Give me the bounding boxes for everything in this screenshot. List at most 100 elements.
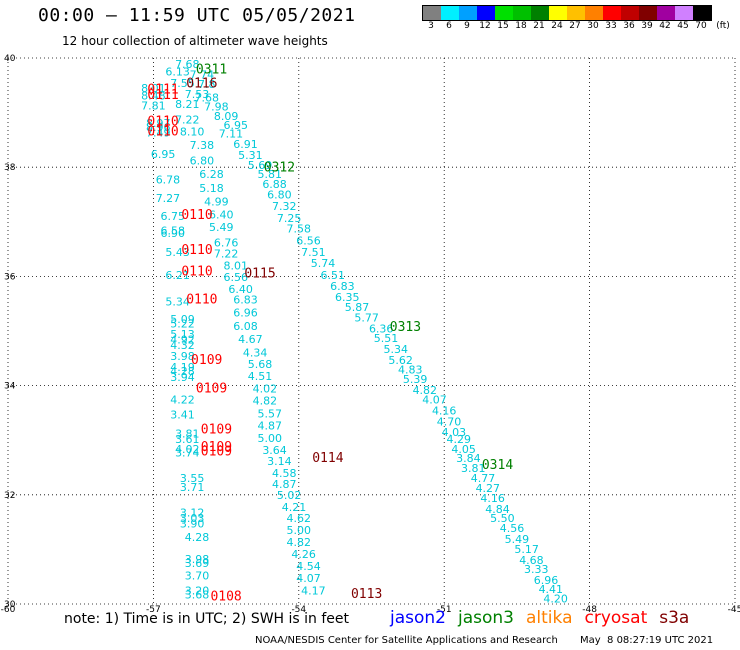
color-level-label: 21 bbox=[533, 21, 545, 31]
wave-height-value: 6.28 bbox=[199, 168, 224, 181]
y-tick-label: 32 bbox=[4, 491, 15, 501]
wave-height-value: 5.49 bbox=[209, 221, 234, 234]
wave-height-value: 4.87 bbox=[257, 419, 282, 432]
color-swatch bbox=[585, 6, 603, 20]
pass-label: 0110 bbox=[181, 264, 212, 279]
color-scale-labels: 3 6 9 12 15 18 21 24 27 30 33 36 39 42 45 70 (ft) bbox=[422, 21, 736, 31]
wave-height-value: 8.01 bbox=[141, 82, 166, 95]
wave-height-value: 4.02 bbox=[175, 443, 200, 456]
wave-height-value: 6.96 bbox=[233, 306, 258, 319]
pass-label: 0115 bbox=[244, 266, 275, 281]
x-tick-label: -57 bbox=[146, 605, 161, 615]
wave-height-value: 5.22 bbox=[170, 318, 195, 331]
wave-height-value: 7.22 bbox=[214, 247, 239, 260]
color-swatch bbox=[513, 6, 531, 20]
wave-height-value: 6.75 bbox=[161, 210, 186, 223]
wave-height-value: 4.22 bbox=[170, 394, 195, 407]
wave-height-value: 8.01 bbox=[224, 259, 249, 272]
wave-height-value: 6.56 bbox=[224, 271, 249, 284]
pass-label: 0110 bbox=[147, 125, 178, 140]
color-level-label: 27 bbox=[569, 21, 581, 31]
wave-height-value: 3.33 bbox=[524, 563, 549, 576]
x-tick-label: -54 bbox=[291, 605, 306, 615]
pass-label: 0109 bbox=[191, 353, 222, 368]
wave-height-value: 5.43 bbox=[165, 246, 190, 259]
color-level-label: 6 bbox=[446, 21, 452, 31]
wave-height-value: 6.95 bbox=[151, 148, 176, 161]
color-level-label: 24 bbox=[551, 21, 563, 31]
wave-height-value: 6.96 bbox=[534, 574, 559, 587]
color-swatch bbox=[477, 6, 495, 20]
chart-title: 00:00 — 11:59 UTC 05/05/2021 bbox=[38, 5, 356, 26]
pass-label: 0108 bbox=[210, 590, 241, 605]
wave-height-value: 4.19 bbox=[170, 361, 195, 374]
wave-height-value: 7.22 bbox=[175, 114, 200, 127]
wave-height-value: 6.21 bbox=[165, 269, 190, 282]
wave-height-value: 3.81 bbox=[461, 462, 486, 475]
wave-height-value: 4.62 bbox=[287, 512, 312, 525]
wave-height-value: 5.00 bbox=[257, 432, 282, 445]
wave-height-value: 5.34 bbox=[383, 343, 408, 356]
wave-height-value: 5.13 bbox=[170, 328, 195, 341]
wave-height-value: 3.98 bbox=[170, 350, 195, 363]
pass-label: 0110 bbox=[181, 208, 212, 223]
wave-height-value: 4.17 bbox=[301, 585, 326, 598]
wave-height-value: 4.54 bbox=[296, 560, 321, 573]
wave-height-value: 4.07 bbox=[296, 572, 321, 585]
color-level-label: 12 bbox=[479, 21, 491, 31]
wave-height-value: 7.11 bbox=[219, 128, 244, 141]
wave-height-value: 3.03 bbox=[180, 512, 205, 525]
pass-label: 0114 bbox=[312, 451, 343, 466]
wave-height-value: 8.21 bbox=[175, 98, 200, 111]
wave-height-value: 5.74 bbox=[311, 257, 336, 270]
wave-height-value: 4.27 bbox=[476, 482, 501, 495]
wave-height-value: 4.20 bbox=[543, 592, 568, 605]
wave-height-values: 7.686.13 7.747.55 7.88.018.48 7.537.687.81 8… bbox=[141, 58, 568, 606]
wave-height-value: 5.87 bbox=[345, 301, 370, 314]
wave-height-value: 7.51 bbox=[301, 246, 326, 259]
wave-height-value: 5.02 bbox=[277, 489, 302, 502]
wave-height-value: 6.78 bbox=[156, 174, 181, 187]
wave-height-value: 4.68 bbox=[519, 554, 544, 567]
wave-height-value: 4.07 bbox=[422, 394, 447, 407]
wave-height-value: 4.02 bbox=[253, 383, 278, 396]
wave-height-value: 3.68 bbox=[185, 589, 210, 602]
wave-height-value: 4.41 bbox=[539, 583, 564, 596]
wave-height-value: 5.51 bbox=[374, 332, 399, 345]
wave-height-value: 4.28 bbox=[185, 531, 210, 544]
color-level-label: 70 bbox=[695, 21, 707, 31]
wave-height-value: 7.58 bbox=[287, 223, 312, 236]
wave-height-value: 6.56 bbox=[296, 235, 321, 248]
wave-height-value: 7.98 bbox=[204, 100, 229, 113]
wave-height-value: 4.83 bbox=[398, 364, 423, 377]
credit-line: NOAA/NESDIS Center for Satellite Applica… bbox=[255, 635, 558, 646]
wave-height-value: 4.16 bbox=[480, 492, 505, 505]
wave-height-value: 3.81 bbox=[175, 427, 200, 440]
tick-labels: -60 -57 -54 -51 -48 -45 30 32 34 36 38 40 bbox=[1, 54, 740, 615]
wave-height-value: 7.68 bbox=[175, 58, 200, 71]
wave-height-value: 3.61 bbox=[175, 433, 200, 446]
wave-height-value: 4.21 bbox=[282, 501, 307, 514]
pass-label: 0113 bbox=[351, 587, 382, 602]
wave-height-value: 6.91 bbox=[233, 138, 258, 151]
color-level-label: 42 bbox=[659, 21, 671, 31]
wave-height-value: 4.87 bbox=[272, 478, 297, 491]
wave-height-value: 4.34 bbox=[243, 347, 268, 360]
color-swatch bbox=[549, 6, 567, 20]
x-tick-label: -48 bbox=[582, 605, 597, 615]
wave-height-value: 4.32 bbox=[170, 339, 195, 352]
wave-height-value: 4.05 bbox=[451, 443, 476, 456]
satellite-legend: jason2 jason3 altika cryosat s3a bbox=[390, 608, 689, 628]
wave-height-value: 6.88 bbox=[262, 178, 287, 191]
wave-height-value: 6.80 bbox=[267, 188, 292, 201]
wave-height-value: 8.48 bbox=[141, 89, 166, 102]
wave-height-value: 6.80 bbox=[190, 154, 215, 167]
wave-height-value: 5.49 bbox=[505, 533, 530, 546]
footer-note: note: 1) Time is in UTC; 2) SWH is in fe… bbox=[64, 611, 350, 627]
wave-height-value: 6.40 bbox=[209, 209, 234, 222]
wave-height-value: 7.25 bbox=[277, 212, 302, 225]
color-scale-bar bbox=[422, 5, 712, 21]
legend-cryosat: cryosat bbox=[584, 608, 648, 628]
wave-height-value: 4.28 bbox=[170, 365, 195, 378]
wave-height-value: 3.69 bbox=[185, 557, 210, 570]
